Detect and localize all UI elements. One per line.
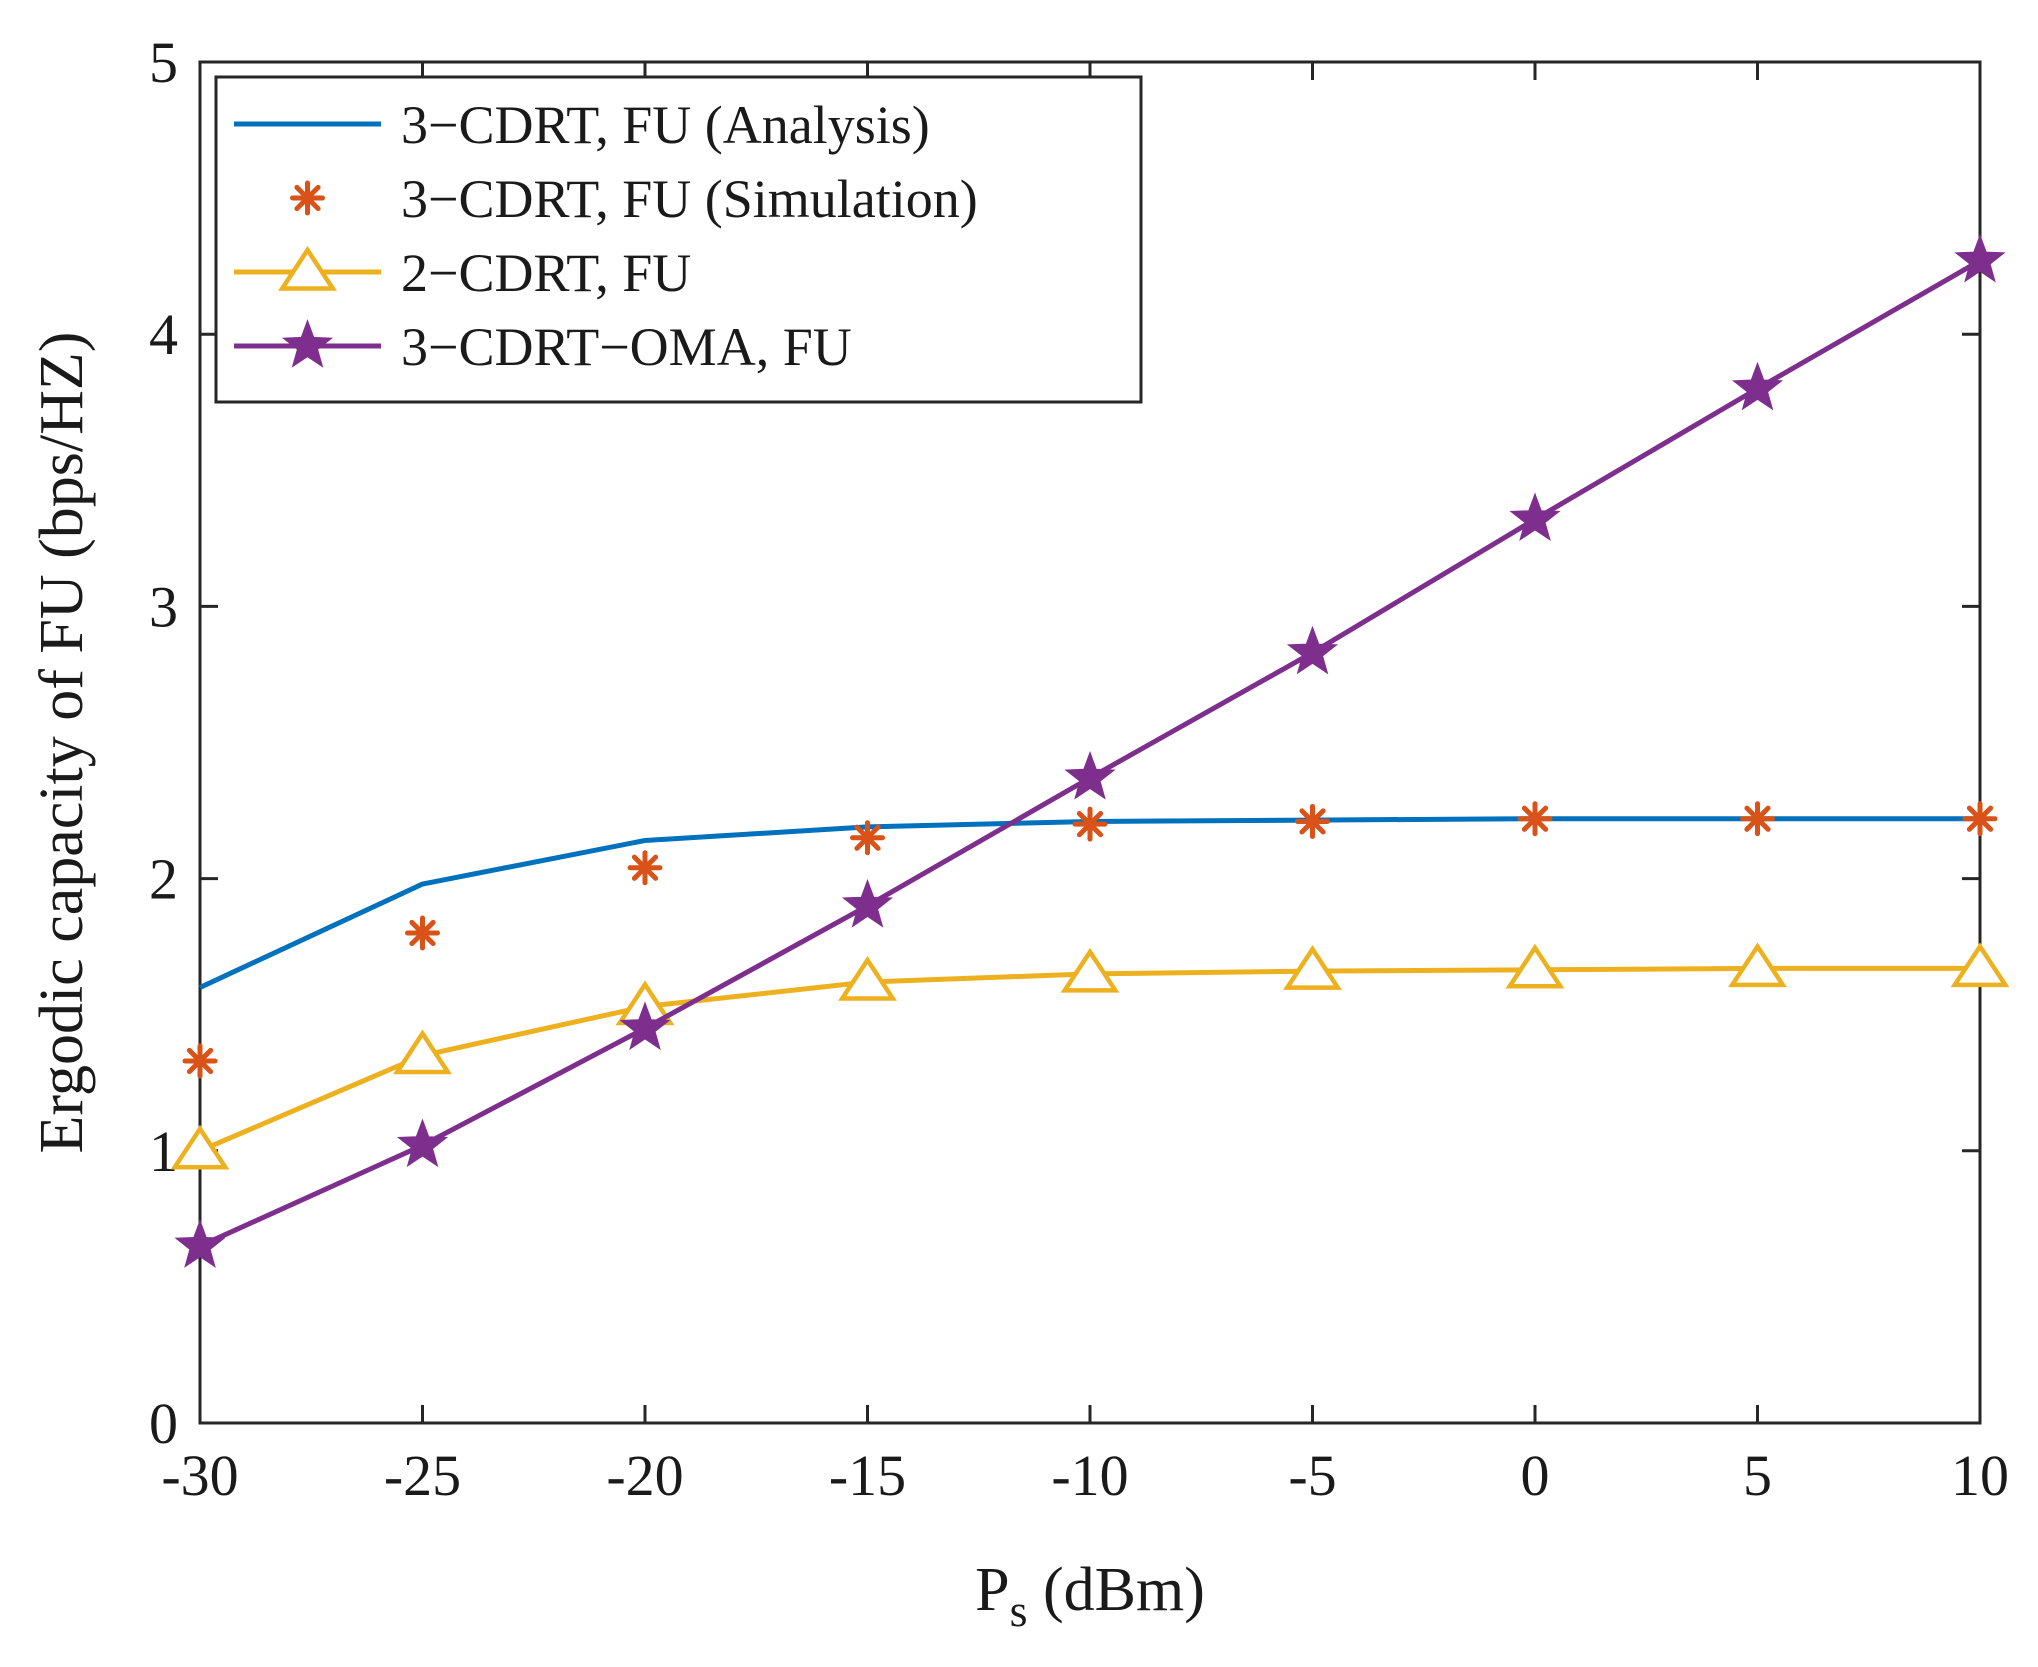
series-layer xyxy=(170,233,2010,1268)
series-3-point xyxy=(1505,943,1565,989)
legend-item: 3−CDRT, FU (Simulation) xyxy=(290,169,978,229)
series-4-point xyxy=(174,1219,226,1268)
x-axis-title-unit: (dBm) xyxy=(1028,1556,1205,1624)
series-2-point xyxy=(1962,801,1998,837)
series-2-point xyxy=(850,820,885,856)
y-tick-label: 3 xyxy=(149,574,178,639)
y-tick-label: 2 xyxy=(149,847,178,912)
legend-label: 2−CDRT, FU xyxy=(401,243,691,303)
series-4-point xyxy=(1954,233,2006,283)
axes: -30 -25 -20 -15 -10 -5 0 5 10 0 1 2 3 4 5 xyxy=(149,30,2009,1508)
legend: 3−CDRT, FU (Analysis) 3−CDRT, FU (Simulat… xyxy=(214,75,1143,404)
x-tick-label: 0 xyxy=(1521,1443,1550,1508)
series-4-point xyxy=(1509,492,1561,542)
series-4-point xyxy=(1286,625,1339,675)
x-tick-label: 10 xyxy=(1951,1443,2009,1508)
series-4 xyxy=(174,233,2006,1268)
x-tick-label: -10 xyxy=(1051,1443,1128,1508)
series-2-point xyxy=(1072,806,1108,842)
x-axis-title-sub: s xyxy=(1010,1585,1028,1636)
series-4-point xyxy=(1731,361,1784,411)
series-2-point xyxy=(627,850,663,886)
y-axis-title: Ergodic capacity of FU (bps/HZ) xyxy=(28,332,96,1154)
y-tick-label: 0 xyxy=(149,1391,178,1456)
series-3-point xyxy=(1060,947,1120,993)
series-3 xyxy=(170,942,2010,1170)
series-2 xyxy=(182,801,1998,1079)
legend-item: 2−CDRT, FU xyxy=(234,243,691,303)
series-4-point xyxy=(619,1001,671,1051)
legend-label: 3−CDRT, FU (Analysis) xyxy=(401,95,930,155)
series-2-point xyxy=(1740,801,1775,837)
series-4-point xyxy=(841,878,894,928)
series-3-point xyxy=(1728,942,1787,988)
y-tick-label: 1 xyxy=(149,1119,178,1184)
legend-item: 3−CDRT−OMA, FU xyxy=(234,317,852,377)
x-tick-label: -25 xyxy=(384,1443,461,1508)
legend-marker xyxy=(281,319,334,368)
legend-marker xyxy=(278,245,337,291)
x-tick-label: 5 xyxy=(1743,1443,1772,1508)
legend-label: 3−CDRT−OMA, FU xyxy=(401,317,852,377)
series-2-point xyxy=(405,915,440,951)
x-tick-label: -30 xyxy=(161,1443,238,1508)
x-axis-title: Ps (dBm) xyxy=(975,1556,1205,1636)
series-3-point xyxy=(170,1124,230,1170)
series-2-point xyxy=(182,1043,218,1079)
x-tick-label: -5 xyxy=(1288,1443,1336,1508)
series-4-point xyxy=(1064,751,1116,800)
series-4-point xyxy=(396,1118,449,1168)
series-2-point xyxy=(1517,801,1553,837)
x-tick-label: -15 xyxy=(829,1443,906,1508)
series-3-point xyxy=(838,955,897,1001)
x-tick-label: -20 xyxy=(606,1443,683,1508)
x-axis-title-main: P xyxy=(975,1556,1009,1624)
legend-marker xyxy=(290,180,325,216)
series-3-point xyxy=(1950,942,2010,988)
series-3-point xyxy=(393,1029,452,1075)
y-tick-label: 4 xyxy=(149,302,178,367)
legend-label: 3−CDRT, FU (Simulation) xyxy=(401,169,978,229)
series-2-point xyxy=(1295,803,1330,839)
y-tick-label: 5 xyxy=(149,30,178,95)
axis-titles: Ps (dBm) Ergodic capacity of FU (bps/HZ) xyxy=(28,332,1205,1636)
legend-item: 3−CDRT, FU (Analysis) xyxy=(234,95,930,155)
series-3-point xyxy=(1283,945,1342,990)
